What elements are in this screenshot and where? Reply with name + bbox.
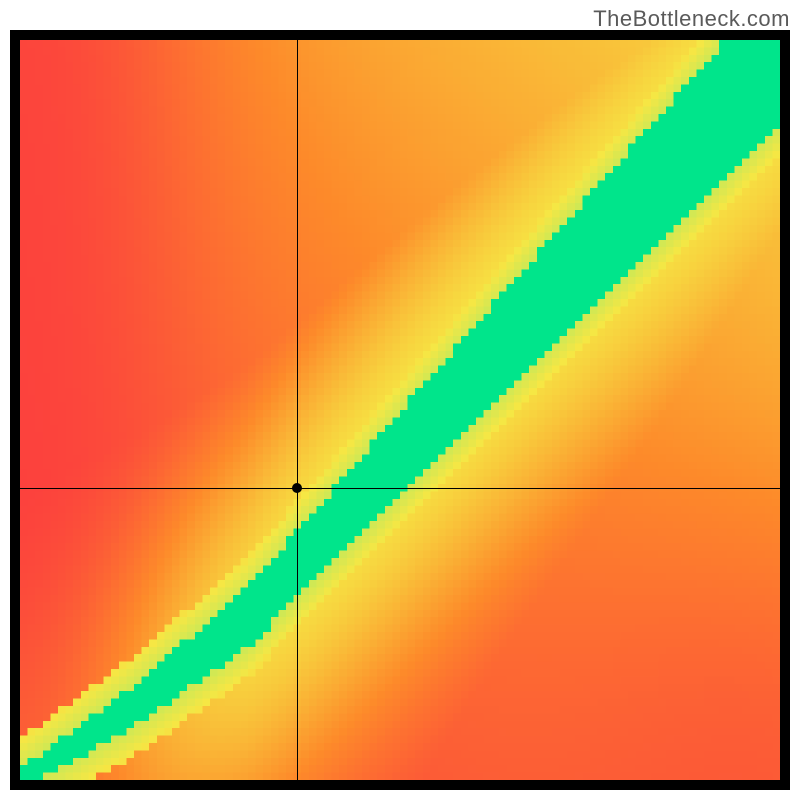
crosshair-vertical xyxy=(297,40,298,780)
marker-dot xyxy=(292,483,302,493)
watermark-text: TheBottleneck.com xyxy=(593,6,790,32)
plot-frame xyxy=(10,30,790,790)
bottleneck-heatmap xyxy=(20,40,780,780)
crosshair-horizontal xyxy=(20,488,780,489)
